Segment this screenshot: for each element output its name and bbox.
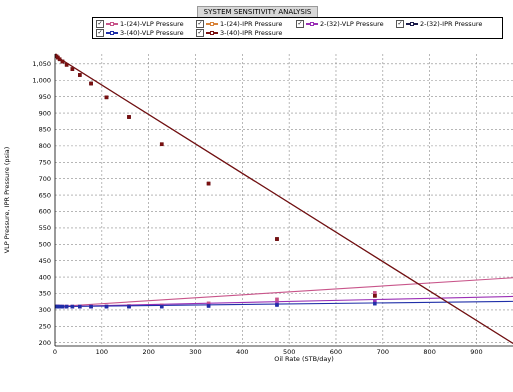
series-6-point <box>60 59 65 64</box>
legend-checkbox[interactable]: ✓ <box>96 19 104 28</box>
legend-swatch <box>206 30 218 36</box>
legend-label: 1-(24)-IPR Pressure <box>220 19 283 28</box>
series-6-point <box>89 81 93 86</box>
y-tick-label: 1,000 <box>32 76 51 84</box>
x-tick-label: 700 <box>377 348 389 356</box>
y-tick-label: 250 <box>39 323 51 331</box>
legend-checkbox[interactable]: ✓ <box>196 28 204 37</box>
y-tick-label: 700 <box>39 175 51 183</box>
series-line-5 <box>55 300 513 308</box>
series-6-point <box>104 95 109 100</box>
legend-swatch <box>306 21 318 27</box>
legend-swatch <box>406 21 418 27</box>
series-5-point <box>159 304 164 309</box>
legend-label: 3-(40)-IPR Pressure <box>220 28 283 37</box>
legend-item-3-40-vlp[interactable]: ✓ 3-(40)-VLP Pressure <box>96 28 184 37</box>
y-axis-title: VLP Pressure, IPR Pressure (psia) <box>3 147 11 254</box>
series-line-6 <box>55 55 513 344</box>
x-axis-title: Oil Rate (STB/day) <box>274 355 334 363</box>
legend-item-1-24-vlp[interactable]: ✓ 1-(24)-VLP Pressure <box>96 19 184 28</box>
y-tick-label: 600 <box>39 208 51 216</box>
series-5-point <box>373 301 377 306</box>
legend-checkbox[interactable]: ✓ <box>96 28 104 37</box>
series-5-point <box>275 303 279 307</box>
series-5-point <box>70 304 75 309</box>
series-6-point <box>57 57 62 62</box>
series-layer <box>55 53 513 344</box>
series-6-point <box>64 63 69 67</box>
y-tick-label: 300 <box>39 306 51 314</box>
legend-checkbox[interactable]: ✓ <box>296 19 304 28</box>
y-tick-label: 350 <box>39 290 51 298</box>
y-tick-label: 850 <box>39 126 51 134</box>
y-tick-label: 550 <box>39 224 51 232</box>
legend-item-1-24-ipr[interactable]: ✓ 1-(24)-IPR Pressure <box>196 19 282 28</box>
series-6-point <box>373 294 377 298</box>
series-5-point <box>60 304 65 309</box>
legend-label: 1-(24)-VLP Pressure <box>120 19 184 28</box>
legend-swatch <box>206 21 218 27</box>
y-tick-label: 1,050 <box>32 60 51 68</box>
legend-checkbox[interactable]: ✓ <box>196 19 204 28</box>
series-6-point <box>159 142 164 147</box>
y-tick-label: 400 <box>39 273 51 281</box>
series-5-point <box>78 304 82 309</box>
x-tick-label: 900 <box>470 348 482 356</box>
legend-item-3-40-ipr[interactable]: ✓ 3-(40)-IPR Pressure <box>196 28 282 37</box>
series-5-point <box>206 304 211 308</box>
legend-swatch <box>106 30 118 36</box>
series-group <box>55 53 513 344</box>
legend-label: 2-(32)-VLP Pressure <box>320 19 384 28</box>
y-tick-label: 950 <box>39 93 51 101</box>
legend-label: 3-(40)-VLP Pressure <box>120 28 184 37</box>
legend: ✓ 1-(24)-VLP Pressure ✓ 1-(24)-IPR Press… <box>92 17 503 39</box>
y-tick-label: 800 <box>39 142 51 150</box>
axes: Oil Rate (STB/day) VLP Pressure, IPR Pre… <box>3 54 513 363</box>
x-tick-label: 400 <box>236 348 248 356</box>
legend-swatch <box>106 21 118 27</box>
y-tick-label: 200 <box>39 339 51 347</box>
x-tick-label: 600 <box>330 348 342 356</box>
legend-checkbox[interactable]: ✓ <box>396 19 404 28</box>
series-6-point <box>127 115 131 119</box>
series-6-point <box>275 237 279 241</box>
legend-item-2-32-ipr[interactable]: ✓ 2-(32)-IPR Pressure <box>396 19 482 28</box>
x-tick-label: 500 <box>283 348 295 356</box>
y-tick-label: 750 <box>39 158 51 166</box>
series-6-point <box>78 73 82 77</box>
y-tick-label: 650 <box>39 191 51 199</box>
x-tick-label: 800 <box>423 348 435 356</box>
x-tick-label: 200 <box>142 348 154 356</box>
x-tick-label: 100 <box>96 348 108 356</box>
series-line-3 <box>55 295 513 308</box>
series-5-point <box>64 304 69 309</box>
series-6-point <box>206 181 211 186</box>
series-5-point <box>127 304 131 309</box>
series-1-point <box>373 291 377 295</box>
x-tick-label: 300 <box>189 348 201 356</box>
series-5-point <box>104 304 109 309</box>
legend-item-2-32-vlp[interactable]: ✓ 2-(32)-VLP Pressure <box>296 19 384 28</box>
grid <box>55 54 513 346</box>
y-tick-label: 450 <box>39 257 51 265</box>
x-tick-label: 0 <box>53 348 57 356</box>
y-tick-label: 500 <box>39 240 51 248</box>
y-tick-label: 900 <box>39 109 51 117</box>
series-6-point <box>70 67 75 71</box>
legend-label: 2-(32)-IPR Pressure <box>420 19 483 28</box>
series-line-1 <box>55 277 513 308</box>
series-1-point <box>275 297 279 302</box>
series-5-point <box>89 304 93 309</box>
